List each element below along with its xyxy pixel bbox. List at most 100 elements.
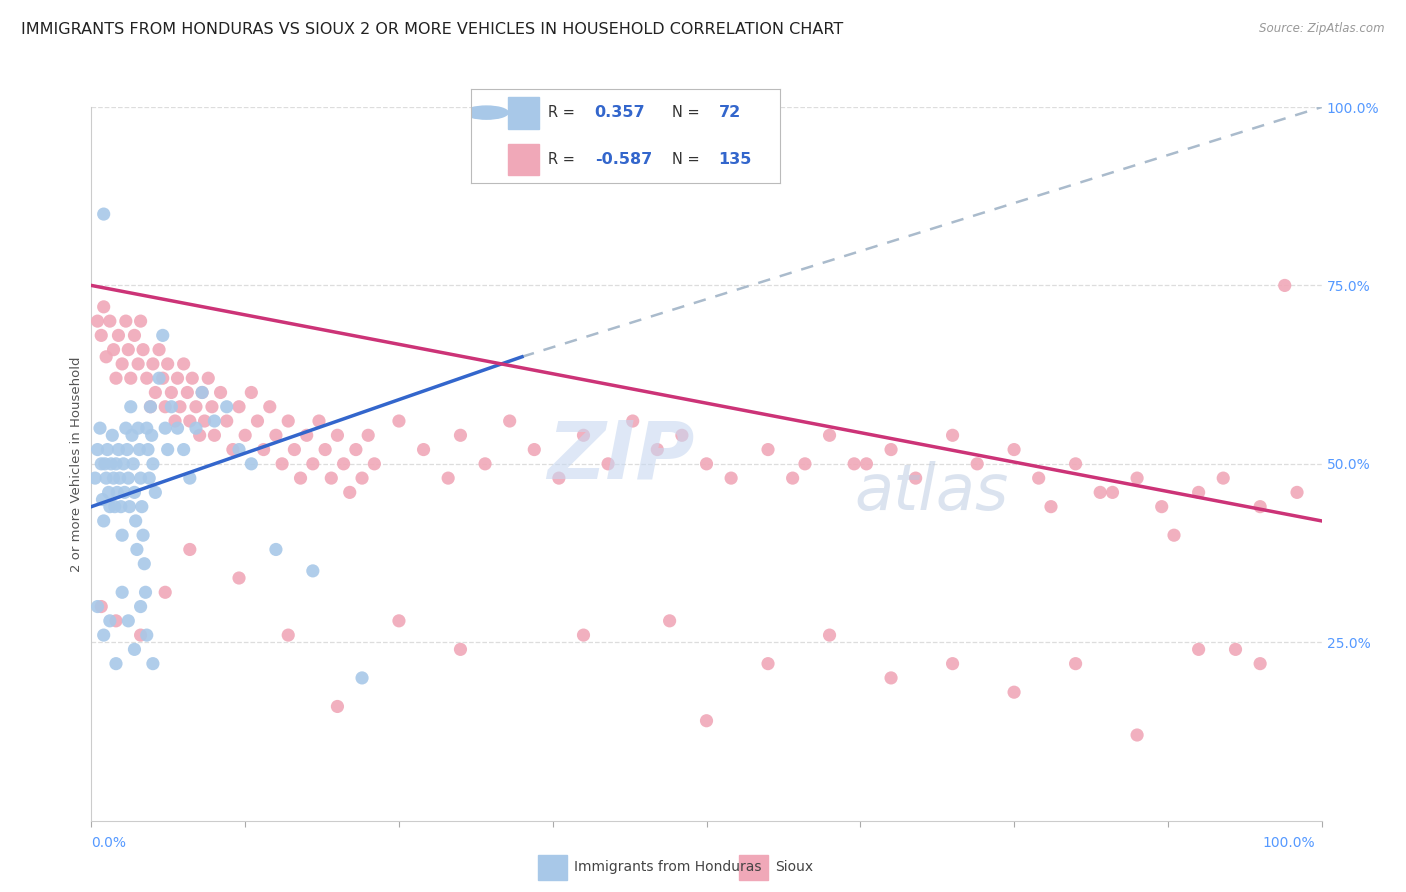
Point [139, 400, 162, 414]
Point [904, 471, 927, 485]
Point [1187, 485, 1209, 500]
Point [191, 385, 214, 400]
Point [941, 657, 963, 671]
Point [264, 428, 287, 442]
Point [124, 485, 146, 500]
Point [215, 414, 238, 428]
Text: 0.357: 0.357 [595, 105, 645, 120]
Point [120, 400, 142, 414]
Point [124, 328, 146, 343]
Point [412, 442, 434, 457]
Point [197, 371, 219, 385]
Point [114, 314, 138, 328]
Point [114, 421, 138, 435]
Point [156, 357, 179, 371]
Point [449, 642, 471, 657]
Point [782, 471, 804, 485]
Point [120, 371, 142, 385]
Point [98, 614, 121, 628]
Point [1274, 278, 1296, 293]
Point [86, 442, 108, 457]
Text: -0.587: -0.587 [595, 152, 652, 167]
Point [184, 400, 207, 414]
Text: R =: R = [548, 152, 575, 167]
Point [363, 457, 385, 471]
Point [105, 485, 128, 500]
Point [1064, 657, 1087, 671]
Point [1187, 642, 1209, 657]
Point [107, 328, 129, 343]
Point [240, 385, 263, 400]
Point [128, 442, 150, 457]
Point [1150, 500, 1173, 514]
Text: R =: R = [548, 105, 575, 120]
Point [135, 371, 157, 385]
Point [621, 414, 644, 428]
Point [121, 428, 143, 442]
Bar [740, 855, 768, 880]
Bar [508, 96, 538, 128]
Point [163, 414, 186, 428]
Point [142, 657, 165, 671]
Text: IMMIGRANTS FROM HONDURAS VS SIOUX 2 OR MORE VEHICLES IN HOUSEHOLD CORRELATION CH: IMMIGRANTS FROM HONDURAS VS SIOUX 2 OR M… [21, 22, 844, 37]
Point [105, 457, 127, 471]
Text: ZIP: ZIP [547, 417, 695, 496]
Point [793, 457, 815, 471]
Point [671, 428, 693, 442]
Point [103, 471, 125, 485]
Point [145, 485, 166, 500]
Point [135, 628, 157, 642]
Point [105, 371, 127, 385]
Point [388, 414, 411, 428]
Point [152, 328, 174, 343]
Point [1126, 728, 1149, 742]
Point [233, 428, 256, 442]
Point [308, 414, 330, 428]
Point [523, 442, 546, 457]
Point [1163, 528, 1185, 542]
Point [131, 500, 153, 514]
Point [756, 657, 779, 671]
Point [103, 343, 125, 357]
Point [246, 414, 269, 428]
Point [283, 442, 305, 457]
Point [1249, 500, 1271, 514]
Point [326, 428, 349, 442]
Point [277, 628, 299, 642]
Point [148, 343, 170, 357]
Point [184, 421, 207, 435]
Point [129, 628, 152, 642]
Point [181, 371, 204, 385]
Point [228, 571, 250, 585]
Point [179, 542, 201, 557]
Point [96, 442, 118, 457]
Bar [538, 855, 567, 880]
Point [222, 442, 245, 457]
Point [326, 699, 349, 714]
Point [86, 599, 108, 614]
Point [105, 614, 127, 628]
Point [125, 542, 148, 557]
Point [129, 471, 152, 485]
Point [1002, 685, 1025, 699]
Point [115, 442, 138, 457]
Point [209, 385, 232, 400]
Point [191, 385, 214, 400]
Point [139, 400, 162, 414]
Text: 100.0%: 100.0% [1263, 836, 1315, 850]
Point [259, 400, 281, 414]
Point [156, 442, 179, 457]
Point [117, 614, 139, 628]
Point [215, 400, 238, 414]
Point [818, 628, 841, 642]
Point [277, 414, 299, 428]
Point [124, 514, 148, 528]
Point [104, 500, 127, 514]
Point [153, 421, 177, 435]
Point [117, 343, 139, 357]
Point [145, 385, 166, 400]
Point [132, 528, 155, 542]
Point [114, 485, 136, 500]
Text: Source: ZipAtlas.com: Source: ZipAtlas.com [1260, 22, 1385, 36]
Point [142, 457, 165, 471]
